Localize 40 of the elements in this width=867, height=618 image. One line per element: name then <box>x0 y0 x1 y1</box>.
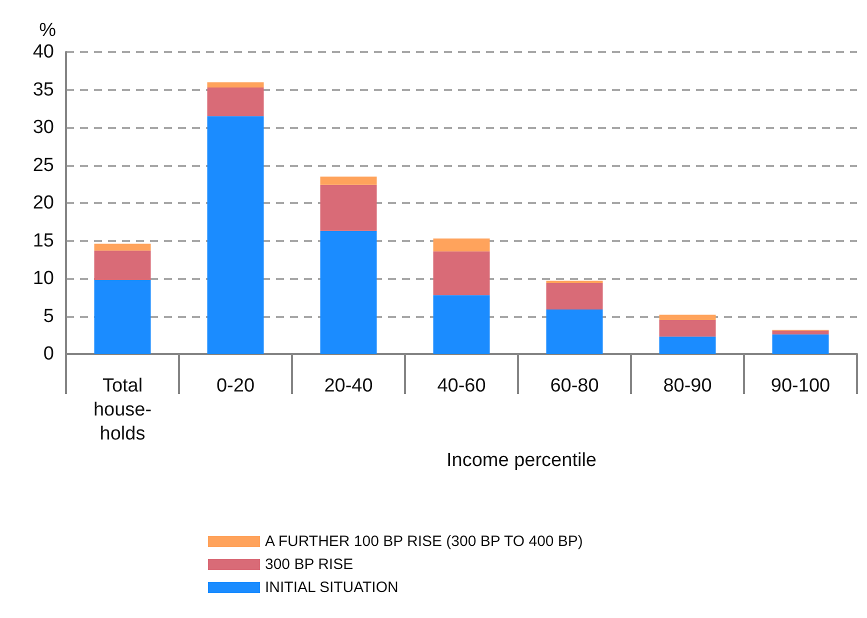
bar <box>320 184 377 231</box>
bar <box>772 330 829 334</box>
y-tick-label: 25 <box>32 154 54 176</box>
legend-label: 300 BP RISE <box>265 556 354 573</box>
y-tick-label: 40 <box>32 42 54 62</box>
x-tick-label: 20-40 <box>324 376 373 396</box>
legend-label: INITIAL SITUATION <box>265 579 398 596</box>
bar <box>659 336 716 354</box>
y-tick-label: 0 <box>43 344 54 364</box>
x-tick-label: 90-100 <box>770 376 830 396</box>
legend-label: A FURTHER 100 BP RISE (300 BP TO 400 BP) <box>265 533 583 550</box>
y-axis-title: % <box>39 20 56 41</box>
y-tick-label: 10 <box>32 268 54 289</box>
bar <box>546 283 603 310</box>
x-tick-label: 40-60 <box>437 376 486 396</box>
x-tick-label: 80-90 <box>663 376 712 396</box>
x-axis-title: Income percentile <box>446 450 596 471</box>
x-tick-label: 60-80 <box>550 376 599 396</box>
bar <box>207 82 264 88</box>
bar <box>546 309 603 354</box>
bar <box>320 230 377 354</box>
bar <box>659 314 716 320</box>
bar <box>433 295 490 354</box>
bar <box>320 176 377 185</box>
y-tick-label: 30 <box>32 117 54 138</box>
bar <box>659 320 716 337</box>
bar <box>94 244 151 251</box>
x-tick-label: 0-20 <box>216 376 255 396</box>
y-tick-label: 5 <box>43 306 54 327</box>
bar <box>94 250 151 280</box>
bar <box>207 87 264 116</box>
y-tick-label: 15 <box>32 230 54 252</box>
bar <box>772 334 829 354</box>
y-tick-label: 35 <box>32 79 54 100</box>
bar <box>433 251 490 296</box>
bar <box>433 238 490 252</box>
y-tick-label: 20 <box>32 192 54 214</box>
x-tick-label: Total house- holds <box>93 376 152 444</box>
bar <box>94 280 151 354</box>
bar <box>207 116 264 354</box>
